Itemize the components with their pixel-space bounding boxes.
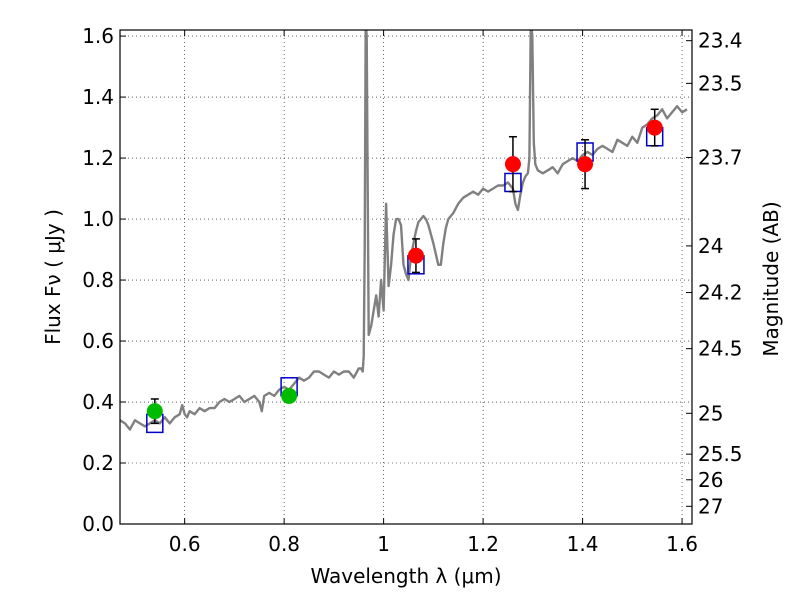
mag-tick-label: 24 xyxy=(698,234,723,258)
mag-tick-label: 23.5 xyxy=(698,71,743,95)
y-tick-label: 1.4 xyxy=(82,85,114,109)
plot-frame xyxy=(119,29,693,525)
axis-ticks: 0.6 0.8 1 1.2 1.4 1.6 0.0 0.2 0.4 0.6 0.8 1.0 1.2 1.4… xyxy=(82,24,742,556)
mag-tick-label: 26 xyxy=(698,468,723,492)
photometry-point xyxy=(407,247,424,264)
y-tick-label: 1.6 xyxy=(82,24,114,48)
mag-tick-label: 23.7 xyxy=(698,145,743,169)
mag-tick-label: 25.5 xyxy=(698,442,743,466)
model-spectrum xyxy=(120,30,688,431)
y-tick-label: 1.0 xyxy=(82,207,114,231)
mag-tick-label: 24.2 xyxy=(698,281,743,305)
y-tick-label: 0.4 xyxy=(82,390,114,414)
y2-axis-label: Magnitude (AB) xyxy=(759,201,783,356)
y-tick-label: 0.2 xyxy=(82,451,114,475)
y-tick-label: 0.6 xyxy=(82,329,114,353)
x-axis-label: Wavelength λ (μm) xyxy=(310,564,501,588)
photometry-point xyxy=(646,119,663,136)
y-tick-label: 0.0 xyxy=(82,512,114,536)
y-axis-label: Flux Fν ( μJy ) xyxy=(41,209,65,345)
mag-tick-label: 27 xyxy=(698,494,723,518)
y-tick-label: 0.8 xyxy=(82,268,114,292)
photometry-point xyxy=(577,156,594,173)
photometry-points xyxy=(146,108,663,425)
x-tick-label: 1 xyxy=(377,532,390,556)
mag-tick-label: 24.5 xyxy=(698,337,743,361)
photometry-point xyxy=(146,403,163,420)
photometry-point xyxy=(281,387,298,404)
mag-tick-label: 25 xyxy=(698,401,723,425)
x-tick-label: 0.6 xyxy=(169,532,201,556)
x-tick-label: 1.4 xyxy=(567,532,599,556)
x-tick-label: 0.8 xyxy=(268,532,300,556)
spectrum-line xyxy=(120,30,688,431)
mag-tick-label: 23.4 xyxy=(698,29,743,53)
photometry-point xyxy=(504,156,521,173)
y-tick-label: 1.2 xyxy=(82,146,114,170)
x-tick-label: 1.6 xyxy=(666,532,698,556)
x-tick-label: 1.2 xyxy=(467,532,499,556)
